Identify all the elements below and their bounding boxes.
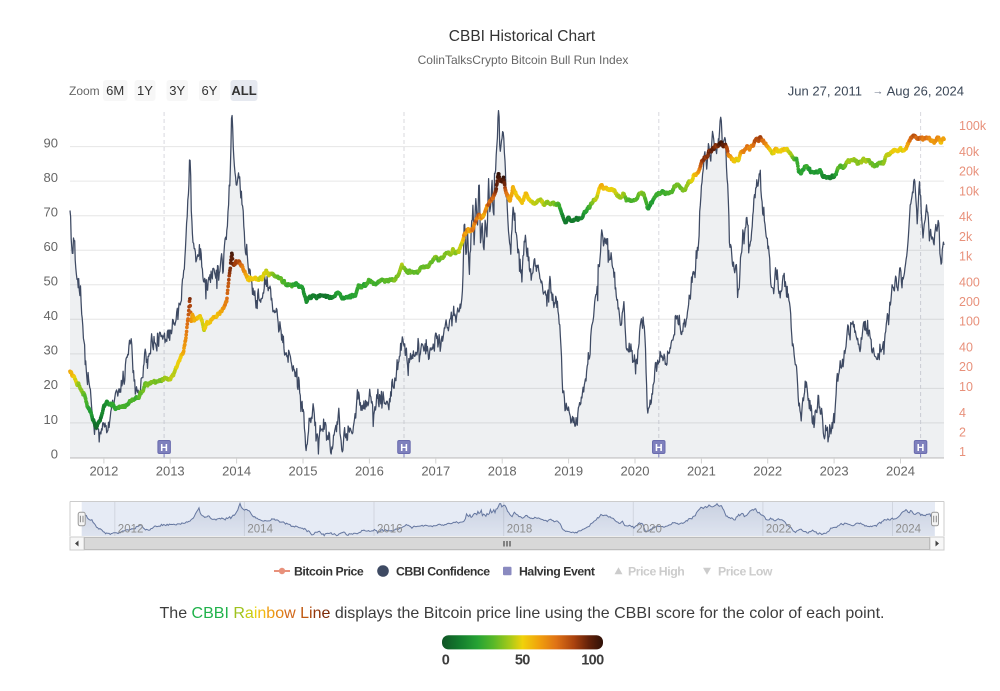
svg-text:10: 10	[44, 412, 58, 427]
svg-text:→: →	[873, 86, 884, 98]
svg-text:2021: 2021	[687, 464, 716, 479]
svg-text:H: H	[655, 442, 663, 454]
svg-text:2022: 2022	[766, 524, 792, 536]
svg-text:200: 200	[959, 295, 980, 309]
svg-text:2013: 2013	[156, 464, 185, 479]
svg-text:2017: 2017	[421, 464, 450, 479]
svg-text:20k: 20k	[959, 165, 980, 179]
svg-text:CBBI Confidence: CBBI Confidence	[396, 565, 490, 579]
svg-text:6M: 6M	[106, 83, 124, 98]
svg-text:ALL: ALL	[231, 83, 256, 98]
svg-text:2024: 2024	[896, 524, 922, 536]
svg-text:2020: 2020	[636, 524, 662, 536]
svg-text:2015: 2015	[289, 464, 318, 479]
svg-text:The CBBI Rainbow Line displays: The CBBI Rainbow Line displays the Bitco…	[160, 605, 885, 622]
svg-text:50: 50	[515, 652, 530, 668]
svg-text:100: 100	[581, 652, 604, 668]
svg-text:90: 90	[44, 135, 58, 150]
svg-text:Halving Event: Halving Event	[519, 565, 595, 579]
svg-text:Aug 26, 2024: Aug 26, 2024	[887, 84, 964, 99]
svg-text:4: 4	[959, 406, 966, 420]
svg-text:50: 50	[44, 274, 58, 289]
svg-text:400: 400	[959, 275, 980, 289]
svg-text:40: 40	[44, 308, 58, 323]
svg-text:4k: 4k	[959, 210, 973, 224]
svg-text:40k: 40k	[959, 145, 980, 159]
svg-text:2014: 2014	[247, 524, 273, 536]
svg-text:40: 40	[959, 341, 973, 355]
svg-text:2k: 2k	[959, 230, 973, 244]
svg-text:Zoom: Zoom	[69, 84, 100, 98]
svg-text:2023: 2023	[820, 464, 849, 479]
svg-text:1Y: 1Y	[137, 83, 153, 98]
svg-text:2019: 2019	[554, 464, 583, 479]
svg-text:2018: 2018	[507, 524, 533, 536]
svg-text:Bitcoin Price: Bitcoin Price	[294, 565, 364, 579]
svg-text:Price Low: Price Low	[718, 565, 773, 579]
svg-text:10k: 10k	[959, 184, 980, 198]
svg-text:0: 0	[442, 652, 450, 668]
svg-text:2024: 2024	[886, 464, 915, 479]
svg-text:2012: 2012	[118, 524, 144, 536]
svg-text:H: H	[160, 442, 168, 454]
svg-text:H: H	[400, 442, 408, 454]
svg-text:70: 70	[44, 205, 58, 220]
svg-text:1k: 1k	[959, 250, 973, 264]
svg-text:3Y: 3Y	[169, 83, 185, 98]
svg-text:30: 30	[44, 343, 58, 358]
svg-text:Price High: Price High	[628, 565, 684, 579]
svg-text:10: 10	[959, 380, 973, 394]
svg-text:2012: 2012	[89, 464, 118, 479]
svg-text:20: 20	[44, 377, 58, 392]
svg-text:2022: 2022	[753, 464, 782, 479]
svg-text:0: 0	[51, 446, 58, 461]
svg-text:80: 80	[44, 170, 58, 185]
svg-text:60: 60	[44, 239, 58, 254]
svg-text:100: 100	[959, 315, 980, 329]
svg-text:100k: 100k	[959, 119, 987, 133]
svg-text:ColinTalksCrypto Bitcoin Bull: ColinTalksCrypto Bitcoin Bull Run Index	[418, 53, 629, 67]
svg-text:2016: 2016	[377, 524, 403, 536]
svg-text:1: 1	[959, 445, 966, 459]
svg-text:2014: 2014	[222, 464, 251, 479]
svg-text:2016: 2016	[355, 464, 384, 479]
svg-text:2018: 2018	[488, 464, 517, 479]
svg-text:2020: 2020	[621, 464, 650, 479]
svg-text:CBBI Historical Chart: CBBI Historical Chart	[449, 28, 596, 45]
svg-text:6Y: 6Y	[202, 83, 218, 98]
svg-text:20: 20	[959, 360, 973, 374]
svg-text:H: H	[917, 442, 925, 454]
svg-text:Jun 27, 2011: Jun 27, 2011	[788, 84, 862, 99]
svg-text:2: 2	[959, 425, 966, 439]
